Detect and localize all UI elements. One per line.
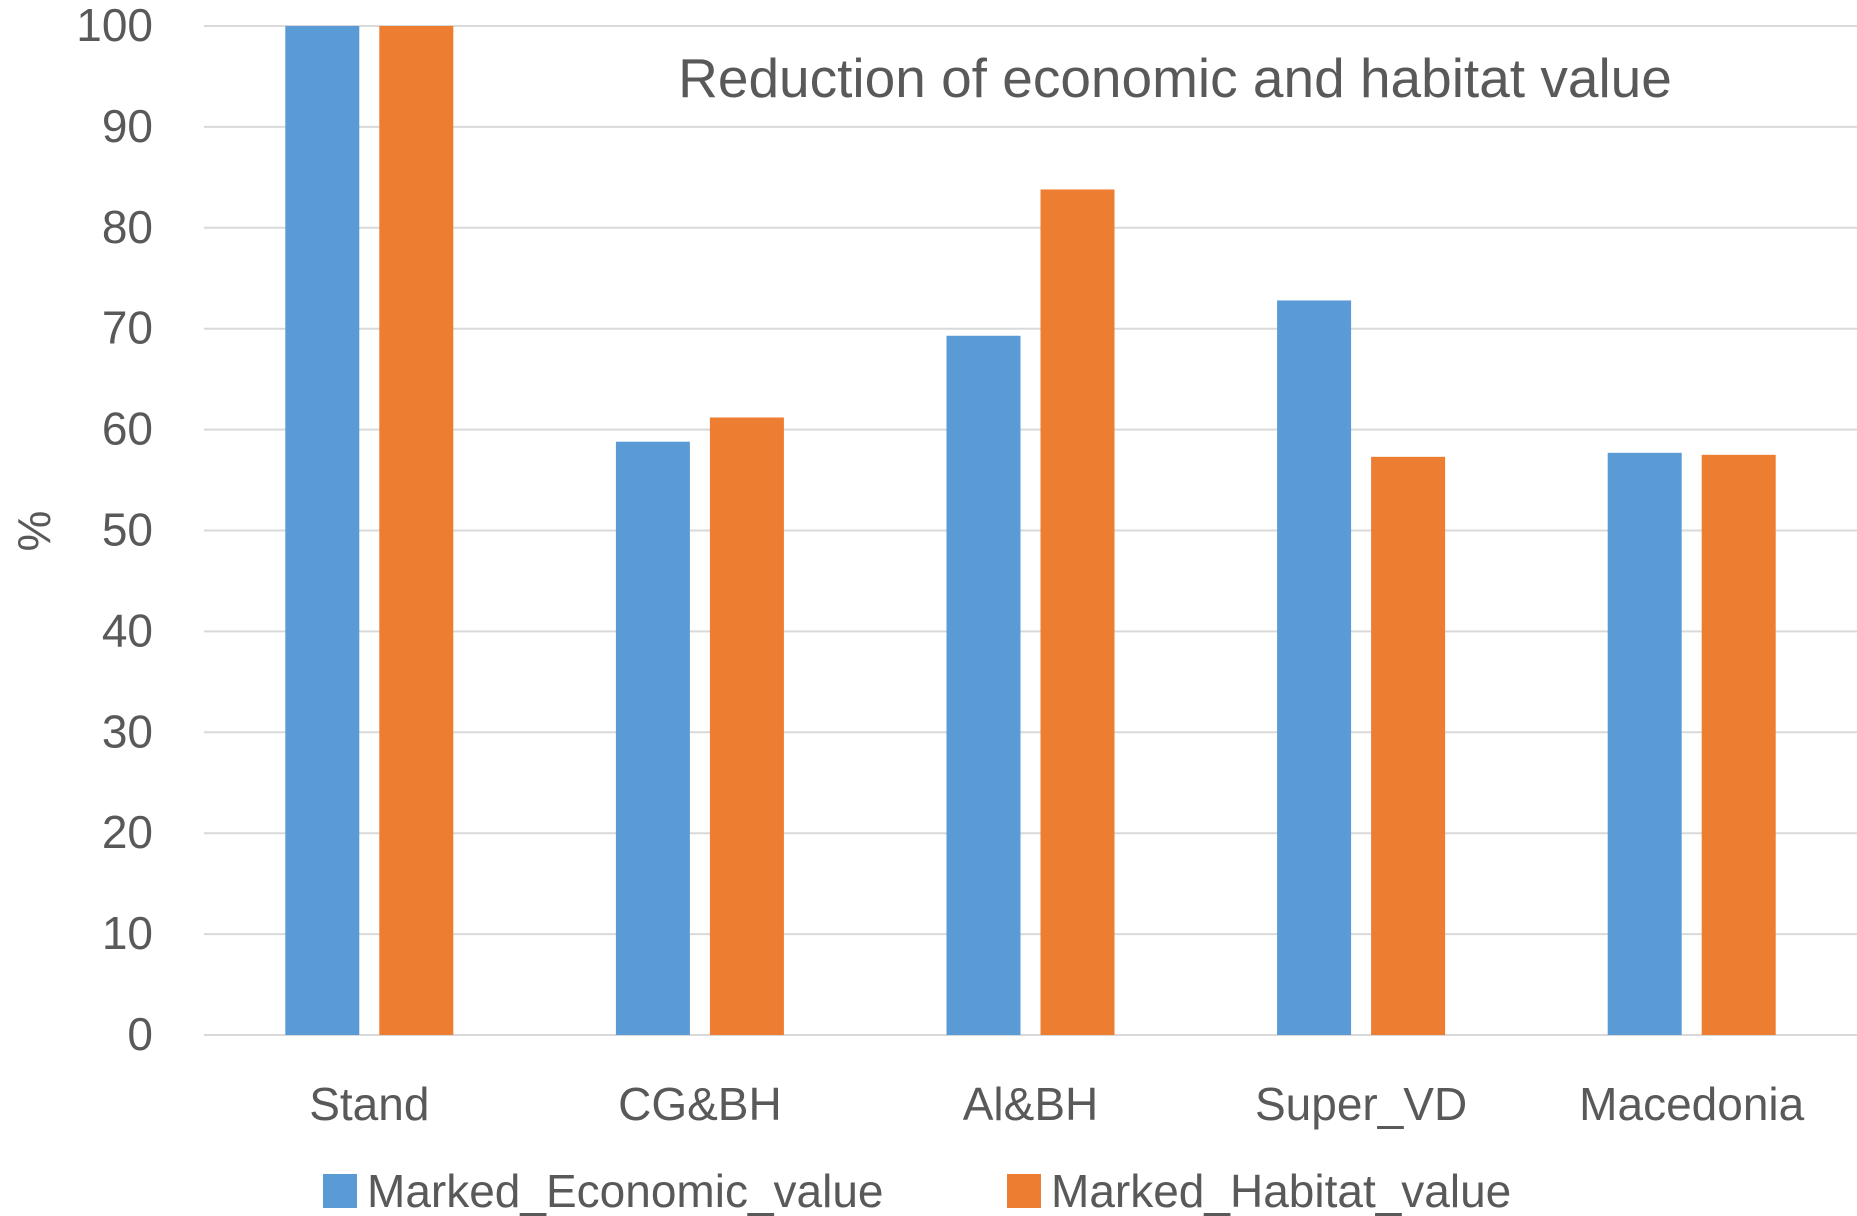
legend-label: Marked_Economic_value bbox=[367, 1165, 884, 1216]
bar-marked-habitat-value-cg-bh bbox=[709, 417, 784, 1035]
y-tick-label: 20 bbox=[102, 806, 153, 858]
bar-marked-habitat-value-macedonia bbox=[1701, 454, 1776, 1035]
legend-swatch bbox=[323, 1174, 357, 1208]
bar-marked-economic-value-super-vd bbox=[1277, 300, 1352, 1035]
bar-marked-habitat-value-super-vd bbox=[1371, 456, 1446, 1035]
bar-marked-economic-value-cg-bh bbox=[615, 441, 690, 1035]
y-tick-label: 80 bbox=[102, 201, 153, 253]
y-tick-label: 30 bbox=[102, 705, 153, 757]
y-tick-label: 90 bbox=[102, 100, 153, 152]
x-category-label: CG&BH bbox=[618, 1078, 782, 1130]
bar-marked-economic-value-stand bbox=[285, 26, 360, 1035]
bars bbox=[285, 26, 1776, 1035]
bar-marked-economic-value-macedonia bbox=[1607, 452, 1682, 1035]
y-axis-ticks: 0 10 20 30 40 50 60 70 80 90 100 bbox=[76, 0, 153, 1060]
bar-marked-economic-value-al-bh bbox=[946, 335, 1021, 1035]
legend-swatch bbox=[1007, 1174, 1041, 1208]
x-category-label: Macedonia bbox=[1579, 1078, 1804, 1130]
bar-marked-habitat-value-stand bbox=[379, 26, 454, 1035]
y-tick-label: 70 bbox=[102, 302, 153, 354]
y-axis-title: % bbox=[8, 511, 60, 552]
y-tick-label: 40 bbox=[102, 604, 153, 656]
y-tick-label: 100 bbox=[76, 0, 153, 51]
chart-title: Reduction of economic and habitat value bbox=[678, 47, 1672, 109]
x-axis-categories: Stand CG&BH Al&BH Super_VD Macedonia bbox=[309, 1078, 1804, 1130]
y-tick-label: 50 bbox=[102, 504, 153, 556]
gridlines bbox=[204, 25, 1857, 1036]
y-tick-label: 60 bbox=[102, 403, 153, 455]
bar-marked-habitat-value-al-bh bbox=[1040, 189, 1115, 1035]
x-category-label: Al&BH bbox=[963, 1078, 1098, 1130]
y-tick-label: 10 bbox=[102, 907, 153, 959]
y-tick-label: 0 bbox=[127, 1008, 153, 1060]
legend-label: Marked_Habitat_value bbox=[1051, 1165, 1511, 1216]
legend: Marked_Economic_value Marked_Habitat_valu… bbox=[323, 1165, 1511, 1216]
x-category-label: Stand bbox=[309, 1078, 429, 1130]
x-category-label: Super_VD bbox=[1255, 1078, 1467, 1130]
